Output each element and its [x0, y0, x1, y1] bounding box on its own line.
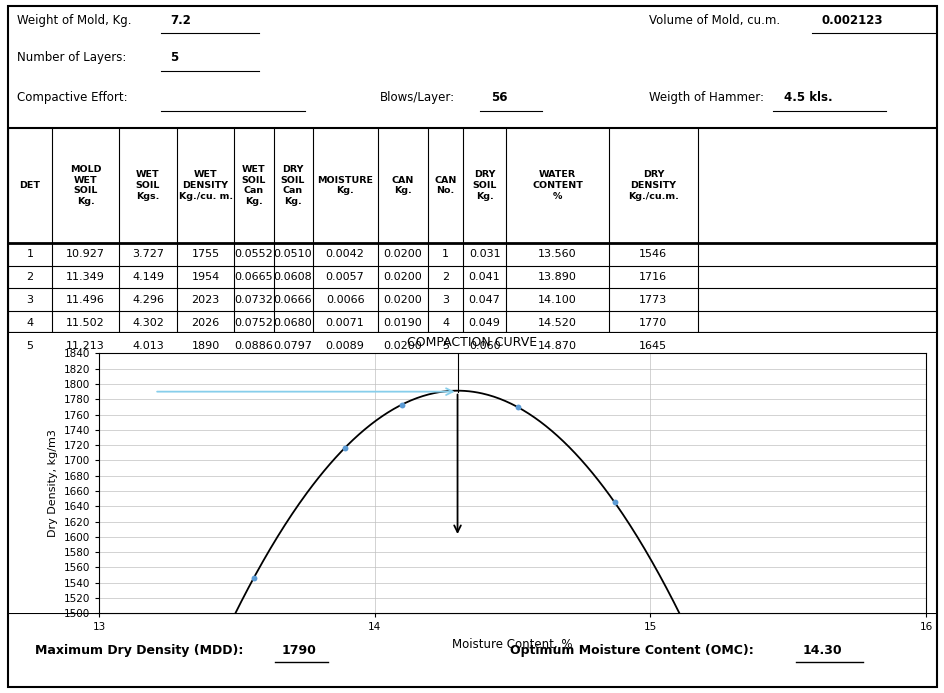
- Text: DRY
SOIL
Can
Kg.: DRY SOIL Can Kg.: [280, 165, 305, 206]
- Text: DRY
SOIL
Kg.: DRY SOIL Kg.: [472, 170, 497, 201]
- Text: 0.0200: 0.0200: [383, 249, 422, 259]
- Text: 0.0089: 0.0089: [326, 341, 364, 351]
- Text: Compactive Effort:: Compactive Effort:: [17, 91, 127, 104]
- Text: Blows/Layer:: Blows/Layer:: [379, 91, 454, 104]
- Text: 1716: 1716: [639, 272, 666, 282]
- Text: 11.502: 11.502: [66, 318, 105, 328]
- Point: [395, 399, 410, 410]
- Text: 1755: 1755: [192, 249, 219, 259]
- Point: [606, 497, 621, 508]
- Y-axis label: Dry Density, kg/m3: Dry Density, kg/m3: [48, 430, 59, 537]
- Text: 0.002123: 0.002123: [820, 14, 882, 27]
- Text: 4.149: 4.149: [132, 272, 164, 282]
- Text: MOISTURE
Kg.: MOISTURE Kg.: [317, 175, 373, 195]
- Point: [337, 443, 352, 454]
- Text: 14.100: 14.100: [538, 295, 577, 305]
- Text: 4: 4: [26, 318, 33, 328]
- Text: 3: 3: [442, 295, 448, 305]
- Text: Number of Layers:: Number of Layers:: [17, 51, 126, 64]
- Text: 1645: 1645: [639, 341, 666, 351]
- Text: Optimum Moisture Content (OMC):: Optimum Moisture Content (OMC):: [509, 644, 752, 657]
- Text: CAN
No.: CAN No.: [434, 175, 456, 195]
- Text: 0.0510: 0.0510: [274, 249, 312, 259]
- Text: 4: 4: [442, 318, 448, 328]
- Point: [245, 572, 261, 584]
- Text: 1790: 1790: [281, 644, 316, 657]
- Text: 7.2: 7.2: [170, 14, 191, 27]
- Text: 0.0042: 0.0042: [326, 249, 364, 259]
- Text: Weight of Mold, Kg.: Weight of Mold, Kg.: [17, 14, 131, 27]
- Text: 0.0200: 0.0200: [383, 341, 422, 351]
- Text: WET
DENSITY
Kg./cu. m.: WET DENSITY Kg./cu. m.: [178, 170, 232, 201]
- Text: 0.049: 0.049: [468, 318, 500, 328]
- Text: 0.0057: 0.0057: [326, 272, 364, 282]
- Text: 11.213: 11.213: [66, 341, 105, 351]
- Text: Weigth of Hammer:: Weigth of Hammer:: [649, 91, 764, 104]
- Text: 0.0886: 0.0886: [234, 341, 273, 351]
- Text: 1954: 1954: [192, 272, 220, 282]
- Text: 56: 56: [491, 91, 507, 104]
- Text: 0.0200: 0.0200: [383, 272, 422, 282]
- Text: 0.0200: 0.0200: [383, 295, 422, 305]
- Text: 0.0066: 0.0066: [326, 295, 364, 305]
- Text: 0.0552: 0.0552: [234, 249, 273, 259]
- Text: WATER
CONTENT
%: WATER CONTENT %: [531, 170, 582, 201]
- Text: 14.30: 14.30: [801, 644, 841, 657]
- Text: 1890: 1890: [192, 341, 220, 351]
- Text: 1773: 1773: [638, 295, 666, 305]
- Text: 14.520: 14.520: [537, 318, 577, 328]
- Point: [510, 401, 525, 412]
- Text: CAN
Kg.: CAN Kg.: [391, 175, 413, 195]
- Text: 11.496: 11.496: [66, 295, 105, 305]
- Text: 5: 5: [26, 341, 33, 351]
- Text: 0.0797: 0.0797: [273, 341, 312, 351]
- Text: 0.0680: 0.0680: [274, 318, 312, 328]
- Text: 0.0752: 0.0752: [234, 318, 273, 328]
- Text: 0.031: 0.031: [468, 249, 500, 259]
- Text: 2: 2: [26, 272, 33, 282]
- Text: Maximum Dry Density (MDD):: Maximum Dry Density (MDD):: [36, 644, 244, 657]
- Text: 0.041: 0.041: [468, 272, 500, 282]
- Text: Volume of Mold, cu.m.: Volume of Mold, cu.m.: [649, 14, 780, 27]
- X-axis label: Moisture Content, %: Moisture Content, %: [452, 638, 572, 651]
- Text: 4.5 kls.: 4.5 kls.: [784, 91, 832, 104]
- Text: 4.296: 4.296: [132, 295, 164, 305]
- Text: 2023: 2023: [192, 295, 220, 305]
- Text: DET: DET: [20, 181, 41, 190]
- Text: WET
SOIL
Can
Kg.: WET SOIL Can Kg.: [242, 165, 266, 206]
- Text: 13.560: 13.560: [538, 249, 576, 259]
- Text: 1: 1: [26, 249, 33, 259]
- Text: 0.047: 0.047: [468, 295, 500, 305]
- Text: MOLD
WET
SOIL
Kg.: MOLD WET SOIL Kg.: [70, 165, 101, 206]
- Text: 14.870: 14.870: [537, 341, 577, 351]
- Text: WET
SOIL
Kgs.: WET SOIL Kgs.: [136, 170, 160, 201]
- Text: 0.0190: 0.0190: [383, 318, 422, 328]
- Text: 11.349: 11.349: [66, 272, 105, 282]
- Text: 1546: 1546: [639, 249, 666, 259]
- Text: 0.0732: 0.0732: [234, 295, 273, 305]
- Text: 4.013: 4.013: [132, 341, 163, 351]
- Text: 3: 3: [26, 295, 33, 305]
- Text: DRY
DENSITY
Kg./cu.m.: DRY DENSITY Kg./cu.m.: [627, 170, 678, 201]
- Text: 1: 1: [442, 249, 448, 259]
- Text: 2026: 2026: [192, 318, 220, 328]
- Text: 0.0071: 0.0071: [326, 318, 364, 328]
- Text: 0.0666: 0.0666: [274, 295, 312, 305]
- Text: 13.890: 13.890: [537, 272, 577, 282]
- Text: COMPACTION CURVE: COMPACTION CURVE: [407, 336, 537, 349]
- Text: 0.0608: 0.0608: [274, 272, 312, 282]
- Text: 5: 5: [442, 341, 448, 351]
- Text: 5: 5: [170, 51, 178, 64]
- Text: 2: 2: [442, 272, 448, 282]
- Text: 0.0665: 0.0665: [234, 272, 273, 282]
- Text: 0.060: 0.060: [468, 341, 500, 351]
- Text: 4.302: 4.302: [132, 318, 163, 328]
- Text: 3.727: 3.727: [132, 249, 164, 259]
- Text: 10.927: 10.927: [66, 249, 105, 259]
- Text: 1770: 1770: [638, 318, 666, 328]
